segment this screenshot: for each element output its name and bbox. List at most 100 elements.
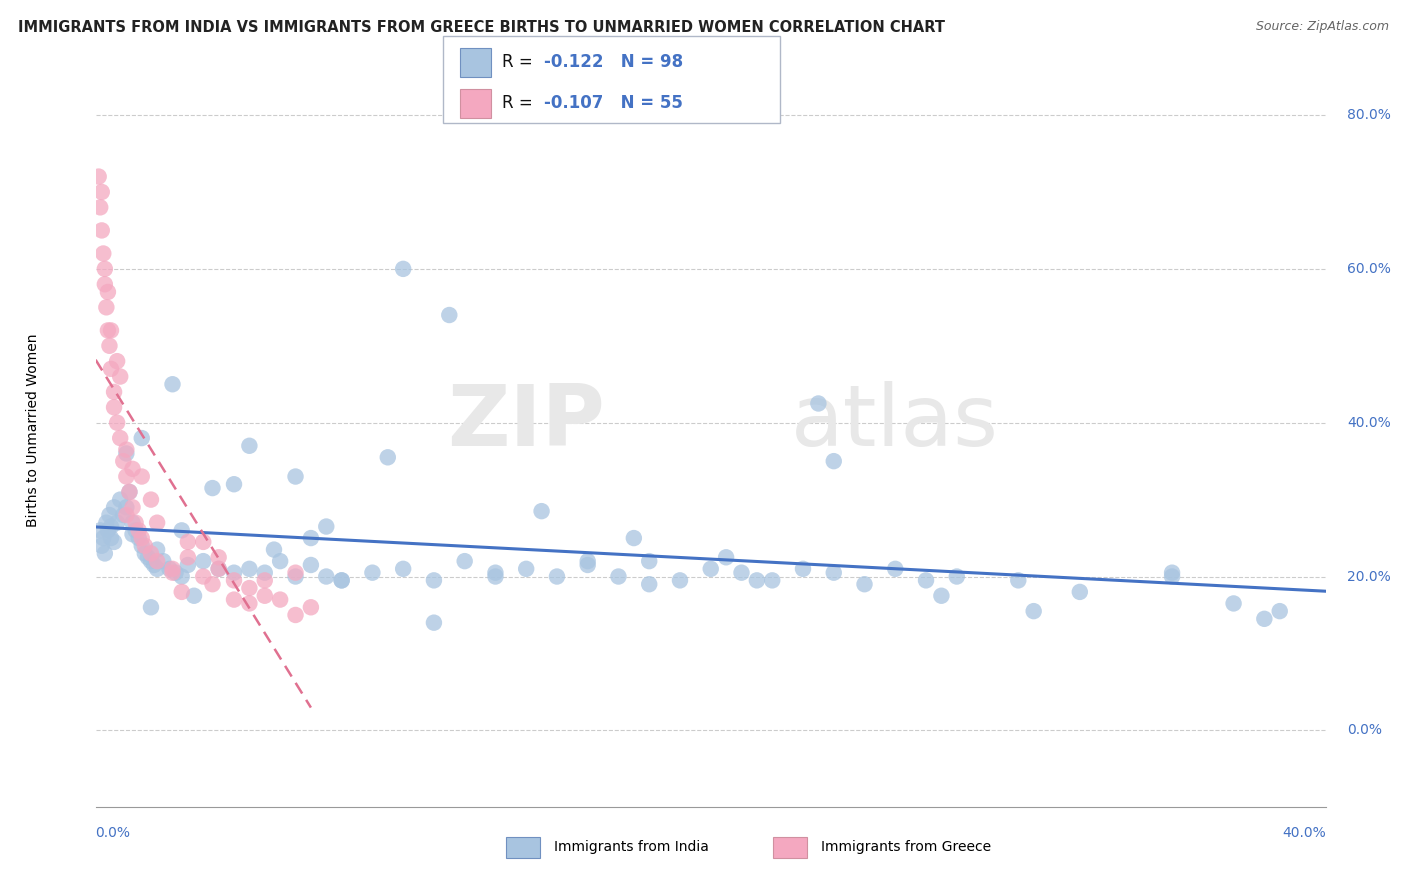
Point	[1161, 569, 1184, 583]
Point	[162, 377, 184, 392]
Point	[89, 200, 111, 214]
Point	[1007, 574, 1029, 588]
Point	[100, 531, 122, 545]
Text: R =: R =	[502, 54, 538, 71]
Point	[484, 569, 506, 583]
Point	[100, 323, 122, 337]
Point	[162, 566, 184, 580]
Point	[146, 562, 169, 576]
Text: 0.0%: 0.0%	[1347, 723, 1382, 738]
Point	[134, 539, 156, 553]
Point	[423, 574, 446, 588]
Point	[143, 558, 166, 572]
Point	[884, 562, 907, 576]
Point	[638, 554, 661, 568]
Point	[124, 516, 146, 530]
Point	[110, 492, 132, 507]
Point	[105, 416, 128, 430]
Point	[423, 615, 446, 630]
Point	[110, 431, 132, 445]
Point	[115, 442, 138, 457]
Text: 60.0%: 60.0%	[1347, 262, 1392, 276]
Point	[853, 577, 876, 591]
Point	[208, 550, 231, 565]
Point	[112, 508, 135, 522]
Point	[134, 546, 156, 560]
Point	[761, 574, 783, 588]
Point	[1069, 585, 1091, 599]
Point	[238, 562, 260, 576]
Point	[807, 396, 830, 410]
Point	[1222, 597, 1244, 611]
Point	[146, 542, 169, 557]
Point	[315, 519, 337, 533]
Point	[330, 574, 353, 588]
Point	[139, 600, 162, 615]
Text: Source: ZipAtlas.com: Source: ZipAtlas.com	[1256, 20, 1389, 33]
Point	[377, 450, 399, 465]
Point	[607, 569, 630, 583]
Point	[208, 562, 231, 576]
Point	[623, 531, 645, 545]
Point	[714, 550, 737, 565]
Point	[730, 566, 752, 580]
Point	[238, 439, 260, 453]
Point	[87, 169, 110, 184]
Point	[121, 516, 143, 530]
Point	[222, 574, 245, 588]
Point	[146, 554, 169, 568]
Point	[269, 554, 291, 568]
Point	[284, 469, 307, 483]
Point	[745, 574, 768, 588]
Point	[97, 285, 120, 299]
Point	[100, 362, 122, 376]
Point	[90, 223, 112, 237]
Point	[484, 566, 506, 580]
Point	[1022, 604, 1045, 618]
Point	[177, 558, 200, 572]
Point	[193, 569, 215, 583]
Point	[115, 500, 138, 515]
Point	[299, 558, 322, 572]
Point	[98, 508, 121, 522]
Point	[931, 589, 953, 603]
Point	[823, 566, 845, 580]
Point	[128, 524, 150, 538]
Point	[201, 577, 224, 591]
Point	[112, 454, 135, 468]
Point	[284, 566, 307, 580]
Point	[263, 542, 285, 557]
Point	[131, 539, 153, 553]
Point	[1161, 566, 1184, 580]
Point	[139, 546, 162, 560]
Text: 80.0%: 80.0%	[1347, 108, 1392, 122]
Text: Immigrants from Greece: Immigrants from Greece	[821, 840, 991, 855]
Point	[89, 524, 111, 538]
Point	[177, 535, 200, 549]
Point	[159, 562, 180, 576]
Point	[284, 607, 307, 622]
Point	[94, 261, 117, 276]
Point	[201, 481, 224, 495]
Point	[105, 516, 128, 530]
Point	[222, 477, 245, 491]
Point	[170, 585, 193, 599]
Point	[128, 531, 150, 545]
Text: Immigrants from India: Immigrants from India	[554, 840, 709, 855]
Point	[100, 519, 122, 533]
Point	[792, 562, 814, 576]
Point	[454, 554, 477, 568]
Point	[284, 569, 307, 583]
Text: atlas: atlas	[792, 381, 1000, 464]
Point	[515, 562, 537, 576]
Point	[118, 484, 141, 499]
Point	[90, 185, 112, 199]
Point	[208, 562, 231, 576]
Point	[170, 569, 193, 583]
Point	[139, 554, 162, 568]
Point	[146, 516, 169, 530]
Point	[915, 574, 938, 588]
Point	[700, 562, 723, 576]
Point	[94, 277, 117, 292]
Point	[110, 369, 132, 384]
